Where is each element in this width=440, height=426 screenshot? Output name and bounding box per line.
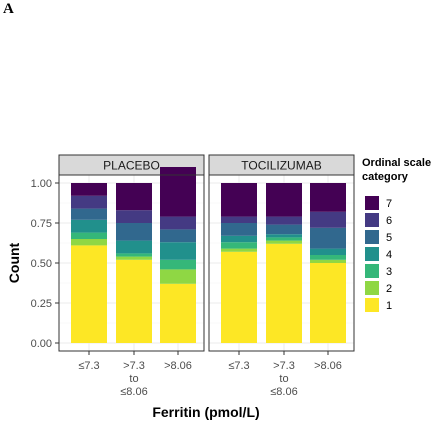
bar-segment-category-7: [160, 167, 196, 217]
bar-segment-category-2: [71, 239, 107, 246]
bar-segment-category-6: [266, 216, 302, 225]
bar-segment-category-6: [116, 210, 152, 223]
bar-segment-category-1: [310, 263, 346, 343]
legend-label: 2: [386, 283, 392, 295]
y-tick-label: 0.75: [31, 218, 52, 230]
bar-segment-category-2: [266, 240, 302, 244]
bar-segment-category-7: [221, 183, 257, 217]
x-tick-label: ≤7.3: [228, 360, 249, 372]
legend-swatch: [365, 196, 379, 210]
bar-segment-category-7: [116, 183, 152, 211]
legend-label: 1: [386, 300, 392, 312]
legend-label: 6: [386, 215, 392, 227]
bar-segment-category-6: [71, 195, 107, 209]
bar-segment-category-1: [160, 283, 196, 343]
legend-swatch: [365, 213, 379, 227]
legend-label: 5: [386, 232, 392, 244]
bar-segment-category-5: [116, 223, 152, 241]
x-tick-label: >8.06: [314, 360, 342, 372]
legend-swatch: [365, 281, 379, 295]
bar-segment-category-6: [160, 216, 196, 230]
bar-segment-category-7: [266, 183, 302, 217]
x-tick-label: >7.3 to ≤8.06: [270, 360, 297, 398]
panel-label: A: [3, 1, 14, 17]
bar-segment-category-4: [221, 235, 257, 243]
legend-title: Ordinal scale: [362, 157, 431, 169]
legend-label: 3: [386, 266, 392, 278]
legend-swatch: [365, 298, 379, 312]
facet-label: TOCILIZUMAB: [241, 159, 321, 173]
legend-swatch: [365, 230, 379, 244]
y-tick-label: 0.00: [31, 338, 52, 350]
y-axis-title: Count: [6, 242, 22, 283]
bar-segment-category-1: [221, 251, 257, 343]
bar-segment-category-2: [116, 256, 152, 260]
bar-segment-category-1: [71, 245, 107, 343]
bar-segment-category-4: [116, 240, 152, 254]
bar-segment-category-6: [310, 211, 346, 228]
panel-border: [208, 174, 355, 352]
y-tick-label: 0.50: [31, 258, 52, 270]
x-tick-label: >8.06: [164, 360, 192, 372]
bar-segment-category-5: [310, 227, 346, 249]
x-axis-title: Ferritin (pmol/L): [152, 404, 259, 420]
bar-segment-category-3: [160, 259, 196, 270]
bar-segment-category-7: [310, 183, 346, 212]
bar-segment-category-5: [266, 224, 302, 235]
bar-segment-category-5: [221, 223, 257, 236]
bar-segment-category-4: [71, 219, 107, 233]
facet-label: PLACEBO: [103, 159, 160, 173]
bar-segment-category-3: [71, 232, 107, 239]
bar-segment-category-6: [221, 216, 257, 223]
legend-swatch: [365, 264, 379, 278]
legend-title: category: [362, 171, 409, 183]
y-tick-label: 1.00: [31, 178, 52, 190]
bar-segment-category-3: [266, 237, 302, 241]
legend-label: 7: [386, 198, 392, 210]
bar-segment-category-1: [266, 243, 302, 343]
bar-segment-category-2: [160, 269, 196, 284]
bar-segment-category-3: [116, 253, 152, 257]
bar-segment-category-5: [160, 229, 196, 243]
bar-segment-category-2: [221, 248, 257, 252]
x-tick-label: ≤7.3: [78, 360, 99, 372]
bar-segment-category-1: [116, 259, 152, 343]
bar-segment-category-3: [221, 242, 257, 249]
legend-swatch: [365, 247, 379, 261]
x-tick-label: >7.3 to ≤8.06: [120, 360, 147, 398]
bar-segment-category-7: [71, 183, 107, 196]
bar-segment-category-5: [71, 208, 107, 220]
bar-segment-category-3: [310, 255, 346, 260]
bar-segment-category-2: [310, 259, 346, 263]
bar-segment-category-4: [160, 242, 196, 260]
legend-label: 4: [386, 249, 392, 261]
bar-segment-category-4: [310, 248, 346, 255]
bar-segment-category-4: [266, 234, 302, 238]
y-tick-label: 0.25: [31, 298, 52, 310]
